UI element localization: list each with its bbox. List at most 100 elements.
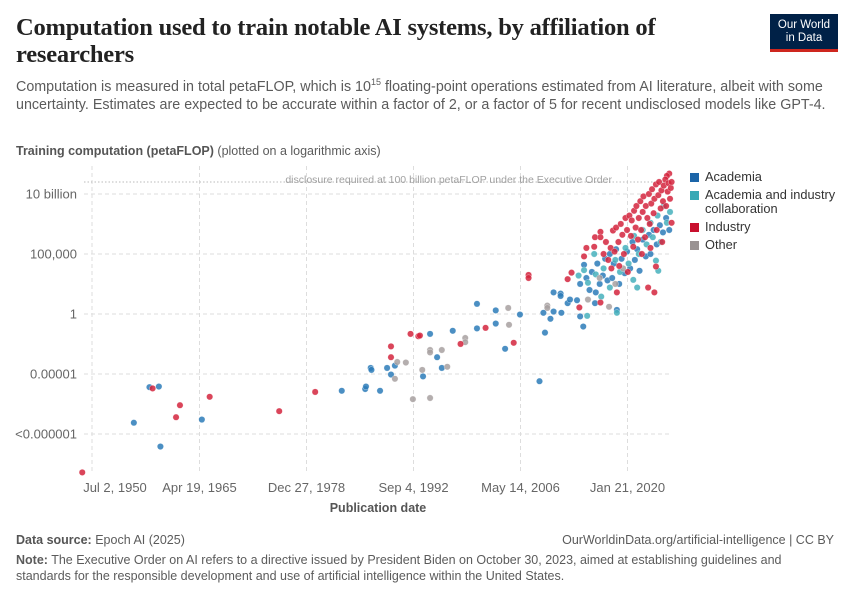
data-point-academia-and-industry-collaboration[interactable] xyxy=(611,256,619,264)
data-point-industry[interactable] xyxy=(387,353,395,361)
data-point-academia[interactable] xyxy=(338,387,346,395)
data-point-industry[interactable] xyxy=(613,289,621,296)
data-point-other[interactable] xyxy=(611,280,619,288)
data-point-academia[interactable] xyxy=(656,221,664,229)
data-point-industry[interactable] xyxy=(510,339,518,347)
data-point-academia[interactable] xyxy=(198,416,206,423)
data-point-industry[interactable] xyxy=(620,250,628,258)
data-point-academia-and-industry-collaboration[interactable] xyxy=(625,260,632,267)
data-point-industry[interactable] xyxy=(637,226,645,234)
data-point-industry[interactable] xyxy=(568,269,575,276)
data-point-industry[interactable] xyxy=(604,256,612,264)
data-point-academia[interactable] xyxy=(558,309,565,317)
data-point-industry[interactable] xyxy=(583,244,590,252)
data-point-industry[interactable] xyxy=(608,265,615,272)
data-point-industry[interactable] xyxy=(311,388,319,396)
owid-logo[interactable]: Our World in Data xyxy=(770,14,838,52)
data-point-industry[interactable] xyxy=(644,214,651,222)
data-point-academia[interactable] xyxy=(566,296,574,303)
data-point-academia[interactable] xyxy=(426,330,434,338)
data-point-other[interactable] xyxy=(393,358,401,366)
data-point-industry[interactable] xyxy=(206,393,214,401)
data-point-industry[interactable] xyxy=(647,200,655,207)
data-point-academia[interactable] xyxy=(647,250,654,258)
data-point-industry[interactable] xyxy=(482,324,489,332)
data-point-academia[interactable] xyxy=(419,373,427,380)
data-point-academia[interactable] xyxy=(536,377,543,385)
data-point-other[interactable] xyxy=(409,395,417,403)
data-point-industry[interactable] xyxy=(647,244,654,252)
data-point-industry[interactable] xyxy=(416,332,424,339)
data-point-other[interactable] xyxy=(426,349,434,356)
data-point-other[interactable] xyxy=(596,274,604,282)
data-point-academia-and-industry-collaboration[interactable] xyxy=(652,257,660,264)
data-point-other[interactable] xyxy=(504,304,512,312)
data-point-academia[interactable] xyxy=(387,371,395,378)
data-point-academia[interactable] xyxy=(608,274,616,282)
data-point-industry[interactable] xyxy=(648,185,656,193)
data-point-other[interactable] xyxy=(505,321,513,329)
data-point-academia[interactable] xyxy=(576,313,584,320)
data-point-industry[interactable] xyxy=(634,236,642,243)
data-point-industry[interactable] xyxy=(590,243,598,251)
data-point-industry[interactable] xyxy=(602,238,610,246)
data-point-other[interactable] xyxy=(443,363,451,371)
data-point-industry[interactable] xyxy=(652,263,660,270)
data-point-academia-and-industry-collaboration[interactable] xyxy=(649,233,657,241)
data-point-industry[interactable] xyxy=(633,202,640,210)
data-point-industry[interactable] xyxy=(645,190,653,198)
data-point-industry[interactable] xyxy=(457,340,464,348)
data-point-industry[interactable] xyxy=(600,250,607,258)
data-point-industry[interactable] xyxy=(525,274,532,282)
data-point-academia[interactable] xyxy=(501,345,509,353)
data-point-academia[interactable] xyxy=(155,383,163,390)
data-point-academia[interactable] xyxy=(516,311,524,318)
data-point-industry[interactable] xyxy=(580,253,588,260)
data-point-other[interactable] xyxy=(418,366,426,374)
data-point-industry[interactable] xyxy=(641,233,649,241)
data-point-academia[interactable] xyxy=(593,260,601,267)
data-point-academia-and-industry-collaboration[interactable] xyxy=(622,244,629,252)
data-point-industry[interactable] xyxy=(627,232,635,240)
data-point-industry[interactable] xyxy=(638,250,646,258)
data-point-academia-and-industry-collaboration[interactable] xyxy=(590,250,598,258)
data-point-other[interactable] xyxy=(543,304,551,312)
data-point-academia[interactable] xyxy=(438,364,446,372)
data-point-industry[interactable] xyxy=(78,469,86,476)
data-point-industry[interactable] xyxy=(635,214,643,222)
legend-item-industry[interactable]: Industry xyxy=(690,220,840,234)
data-point-academia[interactable] xyxy=(659,229,667,236)
data-point-academia[interactable] xyxy=(383,364,391,372)
data-point-academia[interactable] xyxy=(573,296,581,304)
data-point-academia[interactable] xyxy=(473,300,481,308)
data-point-academia[interactable] xyxy=(473,325,481,332)
data-point-academia-and-industry-collaboration[interactable] xyxy=(600,265,607,272)
data-point-industry[interactable] xyxy=(597,233,604,241)
data-point-industry[interactable] xyxy=(618,231,626,239)
data-point-academia-and-industry-collaboration[interactable] xyxy=(629,276,637,284)
data-point-academia[interactable] xyxy=(636,267,643,275)
data-point-academia[interactable] xyxy=(449,327,457,335)
data-point-industry[interactable] xyxy=(653,226,661,234)
data-point-industry[interactable] xyxy=(275,407,283,415)
data-point-academia-and-industry-collaboration[interactable] xyxy=(584,279,592,287)
data-point-academia[interactable] xyxy=(550,308,557,315)
data-point-industry[interactable] xyxy=(387,343,395,350)
data-point-academia[interactable] xyxy=(596,280,604,288)
data-point-industry[interactable] xyxy=(615,238,622,246)
data-point-academia-and-industry-collaboration[interactable] xyxy=(633,284,641,291)
data-point-academia[interactable] xyxy=(541,329,549,336)
data-point-industry[interactable] xyxy=(636,197,644,205)
data-point-academia[interactable] xyxy=(592,289,600,296)
data-point-industry[interactable] xyxy=(629,243,637,251)
data-point-industry[interactable] xyxy=(564,275,571,283)
data-point-academia[interactable] xyxy=(433,353,441,361)
data-point-industry[interactable] xyxy=(617,220,625,228)
data-point-industry[interactable] xyxy=(659,197,667,205)
data-point-academia[interactable] xyxy=(579,323,587,330)
data-point-academia[interactable] xyxy=(547,315,554,323)
data-point-academia[interactable] xyxy=(550,289,557,296)
legend-item-academia-and-industry-collaboration[interactable]: Academia and industry collaboration xyxy=(690,188,840,216)
data-point-industry[interactable] xyxy=(668,178,675,186)
data-point-academia[interactable] xyxy=(540,309,547,317)
